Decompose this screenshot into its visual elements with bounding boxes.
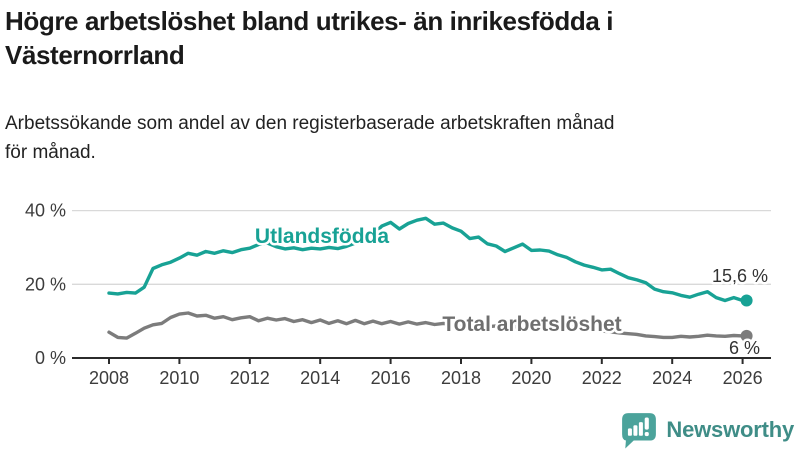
page-title: Högre arbetslöshet bland utrikes- än inr… [5,4,797,72]
end-value-label-total: 6 % [729,338,760,358]
end-value-label-utlandsfodda: 15,6 % [712,266,768,286]
end-dot-total [740,329,753,342]
x-tick-label-2008: 2008 [89,368,129,388]
series-line-total [107,311,745,340]
title-line-1: Högre arbetslöshet bland utrikes- än inr… [5,6,614,36]
subtitle-line-2: för månad. [5,142,96,163]
x-tick-label-2020: 2020 [511,368,551,388]
x-tick-label-2010: 2010 [159,368,199,388]
x-tick-label-2024: 2024 [652,368,692,388]
y-tick-label-0: 0 % [35,348,66,368]
newsworthy-bubble-bar-chart-icon [622,413,657,449]
series-line-utlandsfodda [107,216,745,303]
x-tick-label-2016: 2016 [371,368,411,388]
title-line-2: Västernorrland [5,40,185,70]
newsworthy-wordmark: Newsworthy [666,417,794,442]
x-tick-label-2018: 2018 [441,368,481,388]
y-tick-label-40: 40 % [25,201,66,221]
series-label-utlandsfodda: Utlandsfödda [255,225,389,248]
end-dot-utlandsfodda [740,294,753,307]
chart-subtitle: Arbetssökande som andel av den registerb… [5,109,797,167]
series-label-total: Total arbetslöshet [442,313,621,336]
x-tick-label-2026: 2026 [723,368,763,388]
newsworthy-logo: Newsworthy [620,410,794,450]
x-tick-label-2022: 2022 [582,368,622,388]
y-tick-label-20: 20 % [25,274,66,294]
subtitle-line-1: Arbetssökande som andel av den registerb… [5,113,615,134]
x-tick-label-2012: 2012 [230,368,270,388]
x-tick-label-2014: 2014 [300,368,340,388]
